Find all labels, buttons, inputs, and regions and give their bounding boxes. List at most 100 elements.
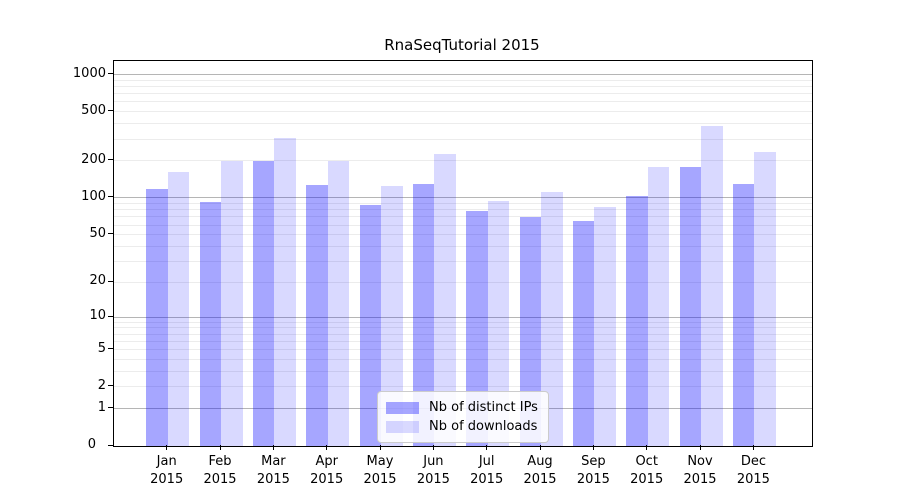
x-tick-label-oct: Oct 2015 (630, 454, 664, 487)
bar-downloads-apr (327, 161, 350, 446)
x-tick-label-nov: Nov 2015 (683, 454, 717, 487)
gridline-minor-5 (114, 349, 812, 351)
gridline-minor-60 (114, 224, 812, 226)
x-tick-label-jan: Jan 2015 (150, 454, 184, 487)
y-tick-label-10: 10 (89, 308, 106, 324)
x-tick-mark-jun (432, 445, 434, 450)
x-tick-mark-mar (272, 445, 274, 450)
y-tick-mark-200 (108, 159, 113, 161)
legend-swatch-distinct-ips (386, 401, 419, 414)
gridline-major-100 (114, 197, 812, 199)
grid-layer (114, 61, 812, 446)
x-tick-label-feb: Feb 2015 (203, 454, 237, 487)
x-tick-mark-oct (646, 445, 648, 450)
bar-downloads-dec (754, 152, 776, 446)
gridline-minor-80 (114, 209, 812, 211)
x-tick-mark-apr (326, 445, 328, 450)
gridline-minor-2 (114, 386, 812, 388)
gridline-minor-40 (114, 245, 812, 247)
gridline-minor-900 (114, 79, 812, 81)
bar-distinct-ips-may (359, 204, 381, 446)
legend-label-downloads: Nb of downloads (429, 419, 538, 434)
x-tick-label-jun: Jun 2015 (416, 454, 450, 487)
plot-area (113, 60, 813, 447)
legend-item-distinct-ips: Nb of distinct IPs (386, 398, 538, 417)
bar-distinct-ips-oct (626, 195, 648, 446)
y-tick-label-2: 2 (97, 377, 106, 393)
bar-downloads-sep (594, 207, 616, 446)
x-tick-label-mar: Mar 2015 (256, 454, 290, 487)
x-tick-label-sep: Sep 2015 (576, 454, 610, 487)
gridline-minor-300 (114, 138, 812, 140)
bar-downloads-oct (647, 166, 670, 446)
x-tick-mark-nov (699, 445, 701, 450)
y-tick-label-50: 50 (89, 225, 106, 241)
y-tick-label-0: 0 (87, 437, 96, 452)
x-tick-label-aug: Aug 2015 (523, 454, 557, 487)
y-tick-mark-1000 (108, 73, 113, 74)
bar-distinct-ips-jul (466, 211, 488, 446)
gridline-major-1000 (114, 74, 812, 75)
gridline-minor-400 (114, 123, 812, 125)
y-tick-label-20: 20 (89, 273, 106, 289)
x-tick-label-apr: Apr 2015 (310, 454, 344, 487)
bar-distinct-ips-dec (732, 184, 755, 446)
bar-downloads-may (381, 186, 403, 446)
y-tick-mark-1 (108, 407, 113, 409)
y-tick-mark-20 (108, 280, 113, 282)
x-tick-mark-may (379, 445, 381, 450)
y-tick-mark-500 (108, 110, 113, 112)
bar-distinct-ips-jun (412, 184, 435, 446)
bar-downloads-jul (487, 200, 510, 446)
legend-item-downloads: Nb of downloads (386, 417, 538, 436)
gridline-minor-200 (114, 160, 812, 162)
x-tick-mark-feb (219, 445, 221, 450)
y-tick-mark-5 (108, 348, 113, 350)
x-tick-mark-sep (592, 445, 594, 450)
gridline-major-10 (114, 316, 812, 318)
x-tick-mark-jan (166, 445, 168, 450)
x-tick-mark-jul (486, 445, 488, 450)
y-tick-label-100: 100 (81, 188, 106, 204)
bar-distinct-ips-aug (519, 216, 541, 446)
bar-downloads-aug (541, 191, 563, 446)
gridline-minor-30 (114, 260, 812, 262)
gridline-minor-700 (114, 93, 812, 95)
bars-layer (114, 61, 812, 446)
y-tick-mark-50 (108, 233, 113, 235)
x-tick-mark-aug (539, 445, 541, 450)
y-tick-label-1000: 1000 (72, 65, 106, 81)
x-tick-label-may: May 2015 (363, 454, 397, 487)
y-tick-label-5: 5 (97, 340, 106, 356)
bar-downloads-jun (434, 154, 456, 446)
gridline-minor-70 (114, 216, 812, 218)
y-tick-mark-10 (108, 315, 113, 317)
legend: Nb of distinct IPs Nb of downloads (377, 391, 549, 443)
bar-downloads-nov (701, 125, 723, 446)
bar-distinct-ips-mar (252, 160, 275, 446)
gridline-minor-600 (114, 101, 812, 103)
gridline-minor-7 (114, 333, 812, 335)
chart-title: RnaSeqTutorial 2015 (384, 36, 540, 54)
y-tick-mark-2 (108, 385, 113, 387)
bar-distinct-ips-nov (679, 166, 701, 446)
bar-distinct-ips-feb (199, 202, 221, 446)
x-tick-label-dec: Dec 2015 (736, 454, 770, 487)
gridline-minor-3 (114, 371, 812, 372)
gridline-minor-90 (114, 202, 812, 204)
x-tick-mark-dec (752, 445, 754, 450)
gridline-minor-8 (114, 327, 812, 329)
bar-downloads-mar (274, 137, 296, 446)
bar-distinct-ips-apr (306, 184, 328, 446)
y-tick-label-1: 1 (97, 399, 106, 415)
gridline-minor-50 (114, 234, 812, 236)
bar-distinct-ips-jan (146, 189, 168, 446)
bar-downloads-feb (221, 160, 243, 446)
gridline-minor-6 (114, 340, 812, 342)
y-tick-label-500: 500 (81, 102, 106, 118)
bar-downloads-jan (167, 171, 190, 446)
bar-distinct-ips-sep (572, 220, 595, 446)
y-tick-mark-0 (108, 444, 113, 446)
legend-label-distinct-ips: Nb of distinct IPs (429, 400, 538, 415)
